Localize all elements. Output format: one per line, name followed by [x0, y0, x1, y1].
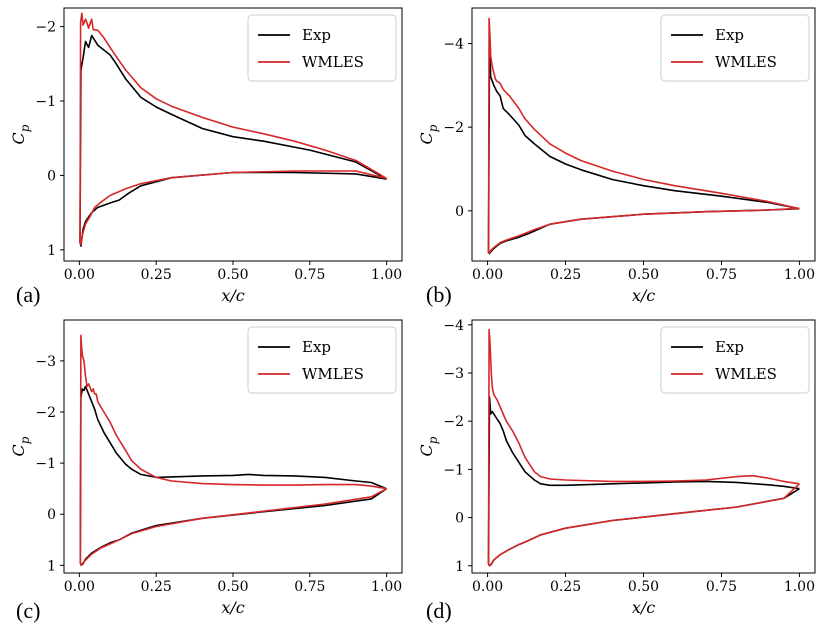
y-tick-label: −4 [443, 318, 464, 334]
legend-box [660, 326, 810, 394]
panel-1: 0.00 0.25 0.50 0.75 1.00 −2 −1 0 1 x/c Cp (a) Exp WML… [9, 7, 403, 307]
y-tick-label: 1 [455, 559, 464, 575]
series-wmles-line [487, 17, 800, 255]
x-tick-label: 0.25 [141, 579, 172, 595]
legend-label-exp: Exp [715, 338, 744, 356]
panel-label: (d) [426, 598, 452, 623]
x-tick-label: 0.75 [294, 267, 325, 283]
series-exp-line [79, 34, 387, 247]
y-tick-label: −4 [443, 37, 464, 53]
series-wmles-line [487, 328, 800, 567]
panel-3: 0.00 0.25 0.50 0.75 1.00 −3 −2 −1 0 1 x/c Cp (c) Exp W… [9, 319, 403, 623]
legend-box [660, 14, 810, 82]
y-tick-label: 0 [47, 168, 56, 184]
x-axis-label: x/c [221, 286, 244, 305]
series-wmles-line [79, 12, 388, 246]
x-tick-label: 0.75 [294, 579, 325, 595]
x-tick-label: 0.00 [64, 579, 95, 595]
y-axis-label: Cp [9, 124, 32, 144]
x-tick-label: 0.00 [64, 267, 95, 283]
legend-label-exp: Exp [302, 338, 331, 356]
x-tick-label: 0.00 [472, 267, 503, 283]
y-axis-label: Cp [417, 436, 440, 456]
x-axis-label: x/c [632, 286, 655, 305]
panel-4: 0.00 0.25 0.50 0.75 1.00 −4 −3 −2 −1 0 1 x/c Cp (d) Ex… [417, 318, 816, 623]
x-tick-label: 1.00 [371, 579, 402, 595]
y-tick-label: −2 [35, 405, 56, 421]
x-tick-label: 0.25 [141, 267, 172, 283]
x-tick-label: 0.50 [217, 267, 248, 283]
panel-label: (b) [426, 282, 452, 307]
x-tick-label: 1.00 [784, 579, 815, 595]
panel-2: 0.00 0.25 0.50 0.75 1.00 −4 −2 0 x/c Cp (b) Exp WMLE… [417, 7, 816, 307]
y-tick-label: −1 [443, 462, 464, 478]
y-tick-label: −3 [35, 354, 56, 370]
legend: Exp WMLES [247, 14, 397, 82]
x-tick-label: 0.75 [706, 579, 737, 595]
x-axis-label: x/c [632, 598, 655, 617]
x-tick-label: 0.25 [550, 267, 581, 283]
y-tick-label: −1 [35, 456, 56, 472]
y-tick-label: −1 [35, 94, 56, 110]
y-tick-label: 1 [47, 558, 56, 574]
series-wmles-line [79, 334, 387, 567]
y-axis-label: Cp [417, 124, 440, 144]
legend-box [247, 14, 397, 82]
legend-label-wmles: WMLES [302, 365, 364, 383]
y-axis-label: Cp [9, 436, 32, 456]
legend: Exp WMLES [660, 326, 810, 394]
y-tick-label: −2 [35, 20, 56, 36]
y-tick-label: 0 [455, 204, 464, 220]
panel-label: (a) [16, 282, 40, 307]
y-tick-label: 0 [47, 507, 56, 523]
legend-label-wmles: WMLES [302, 53, 364, 71]
legend: Exp WMLES [660, 14, 810, 82]
x-tick-label: 1.00 [371, 267, 402, 283]
legend-box [247, 326, 397, 394]
y-tick-label: −3 [443, 366, 464, 382]
x-tick-label: 0.50 [628, 267, 659, 283]
x-tick-label: 1.00 [784, 267, 815, 283]
legend: Exp WMLES [247, 326, 397, 394]
y-tick-label: −2 [443, 120, 464, 136]
panel-label: (c) [16, 598, 40, 623]
x-tick-label: 0.50 [628, 579, 659, 595]
x-axis-label: x/c [221, 598, 244, 617]
x-tick-label: 0.50 [217, 579, 248, 595]
legend-label-wmles: WMLES [715, 53, 777, 71]
legend-label-wmles: WMLES [715, 365, 777, 383]
y-tick-label: 0 [455, 511, 464, 527]
legend-label-exp: Exp [715, 26, 744, 44]
y-tick-label: −2 [443, 414, 464, 430]
x-tick-label: 0.25 [550, 579, 581, 595]
x-tick-label: 0.00 [472, 579, 503, 595]
y-tick-label: 1 [47, 243, 56, 259]
legend-label-exp: Exp [302, 26, 331, 44]
x-tick-label: 0.75 [706, 267, 737, 283]
